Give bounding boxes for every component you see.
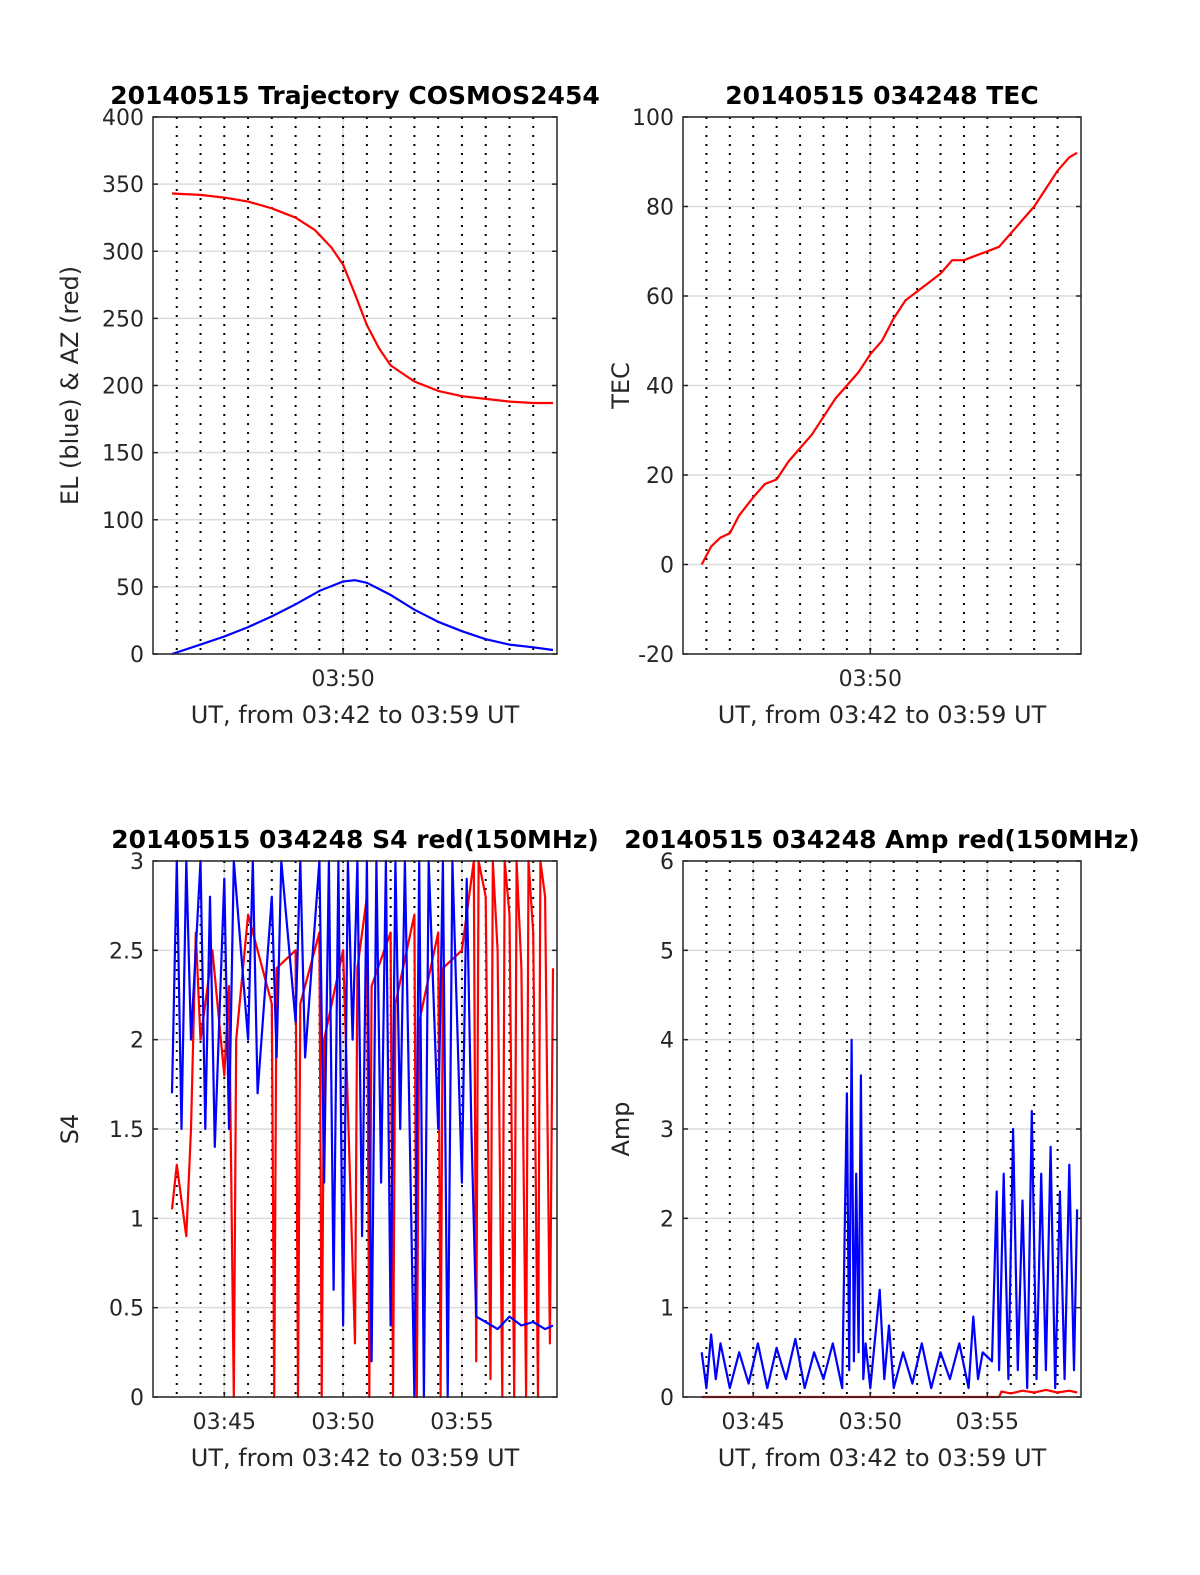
- y-tick-label: 400: [102, 106, 144, 131]
- series-line: [171, 579, 554, 656]
- y-tick-label: 150: [102, 442, 144, 467]
- y-tick-label: 3: [660, 1118, 674, 1143]
- x-tick-label: 03:50: [311, 667, 374, 692]
- y-tick-label: 0: [660, 554, 674, 579]
- chart-panel: 0 50 100 150 200 250 300 350 400 03:50 20140515 Tr…: [56, 81, 600, 729]
- chart-title: 20140515 034248 Amp red(150MHz): [624, 825, 1140, 854]
- x-tick-label: 03:50: [839, 667, 902, 692]
- chart-title: 20140515 034248 TEC: [725, 81, 1038, 110]
- y-tick-label: 60: [646, 285, 674, 310]
- x-axis-label: UT, from 03:42 to 03:59 UT: [191, 701, 520, 729]
- y-tick-label: 0.5: [109, 1297, 144, 1322]
- x-tick-label: 03:50: [311, 1410, 374, 1435]
- x-axis-label: UT, from 03:42 to 03:59 UT: [718, 1444, 1047, 1472]
- y-tick-label: 80: [646, 196, 674, 221]
- y-tick-label: 20: [646, 464, 674, 489]
- x-axis-label: UT, from 03:42 to 03:59 UT: [718, 701, 1047, 729]
- y-tick-label: 350: [102, 173, 144, 198]
- y-tick-label: 300: [102, 240, 144, 265]
- y-tick-label: 1.5: [109, 1118, 144, 1143]
- y-tick-label: 40: [646, 375, 674, 400]
- y-tick-label: 0: [130, 1386, 144, 1411]
- y-axis-label: EL (blue) & AZ (red): [56, 266, 84, 505]
- y-tick-label: 4: [660, 1029, 674, 1054]
- y-tick-label: 5: [660, 939, 674, 964]
- series-line: [701, 1388, 1078, 1399]
- y-tick-label: 1: [660, 1297, 674, 1322]
- y-tick-label: 0: [660, 1386, 674, 1411]
- y-tick-label: 2: [130, 1029, 144, 1054]
- x-tick-label: 03:45: [193, 1410, 256, 1435]
- series-line: [171, 192, 553, 405]
- x-tick-label: 03:55: [430, 1410, 493, 1435]
- y-tick-label: 0: [130, 643, 144, 668]
- y-axis-label: Amp: [607, 1101, 635, 1156]
- y-tick-label: 3: [130, 850, 144, 875]
- x-tick-label: 03:45: [722, 1410, 785, 1435]
- y-tick-label: 250: [102, 307, 144, 332]
- y-tick-label: 100: [632, 106, 674, 131]
- y-tick-label: 1: [130, 1207, 144, 1232]
- series-line: [700, 1038, 1079, 1390]
- y-tick-label: 2.5: [109, 939, 144, 964]
- chart-panel: 0 0.5 1 1.5 2 2.5 3 03:45 03:50 03:55 20140515 034…: [56, 825, 599, 1472]
- y-tick-label: 2: [660, 1207, 674, 1232]
- y-tick-label: 6: [660, 850, 674, 875]
- y-tick-label: 50: [116, 576, 144, 601]
- y-axis-label: TEC: [607, 362, 635, 410]
- y-axis-label: S4: [56, 1114, 84, 1145]
- y-tick-label: -20: [638, 643, 674, 668]
- x-tick-label: 03:55: [956, 1410, 1019, 1435]
- chart-panel: -20 0 20 40 60 80 100 03:50 20140515 034248 TEC U…: [607, 81, 1082, 729]
- x-axis-label: UT, from 03:42 to 03:59 UT: [191, 1444, 520, 1472]
- y-tick-label: 100: [102, 509, 144, 534]
- chart-panel: 0 1 2 3 4 5 6 03:45 03:50 03:55 20140515 034248 Am…: [607, 825, 1140, 1472]
- x-tick-label: 03:50: [839, 1410, 902, 1435]
- y-tick-label: 200: [102, 375, 144, 400]
- series-line: [700, 151, 1078, 566]
- chart-title: 20140515 Trajectory COSMOS2454: [110, 81, 600, 110]
- chart-title: 20140515 034248 S4 red(150MHz): [111, 825, 599, 854]
